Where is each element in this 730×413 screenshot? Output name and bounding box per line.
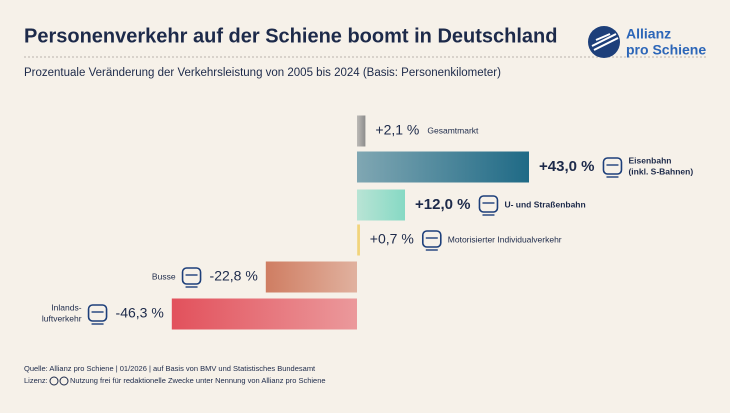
bar [171, 298, 357, 330]
category-label: Busse [152, 271, 176, 281]
value-label: -22,8 % [210, 268, 258, 284]
value-label: +43,0 % [539, 158, 594, 175]
icon [421, 230, 442, 251]
category-label: U- und Straßenbahn [504, 199, 585, 209]
license-label: Lizenz: [24, 376, 48, 385]
icon-body [421, 230, 442, 248]
icon-body [602, 157, 623, 175]
chart-subtitle: Prozentuale Veränderung der Verkehrsleis… [24, 67, 501, 79]
category-label: Eisenbahn (inkl. S-Bahnen) [628, 156, 693, 177]
by-icon [59, 376, 69, 386]
icon [181, 267, 202, 288]
logo-text: pro Schiene [626, 42, 706, 58]
value-label: +2,1 % [375, 122, 419, 138]
category-label: Motorisierter Individualverkehr [448, 234, 562, 244]
logo: Allianz pro Schiene [588, 26, 706, 58]
value-label: +0,7 % [370, 231, 414, 247]
icon [602, 157, 623, 178]
icon-body [87, 304, 108, 322]
logo-lines [591, 33, 619, 51]
icon-body [181, 267, 202, 285]
category-label: Inlands-luftverkehr [42, 303, 82, 324]
logo-mark [588, 26, 620, 58]
chart-title: Personenverkehr auf der Schiene boomt in… [24, 25, 557, 47]
bar [265, 261, 357, 293]
value-label: -46,3 % [116, 305, 164, 321]
icon [478, 195, 499, 216]
bar [357, 151, 529, 183]
icon-body [478, 195, 499, 213]
bar [357, 189, 405, 221]
logo-text: Allianz [626, 26, 671, 42]
source: Quelle: Allianz pro Schiene | 01/2026 | … [24, 364, 316, 373]
category-label: Gesamtmarkt [427, 125, 479, 135]
bar [357, 224, 360, 256]
license: Nutzung frei für redaktionelle Zwecke un… [70, 376, 326, 385]
bar [357, 115, 366, 147]
icon [87, 304, 108, 325]
cc-icon [49, 376, 59, 386]
value-label: +12,0 % [415, 196, 470, 213]
